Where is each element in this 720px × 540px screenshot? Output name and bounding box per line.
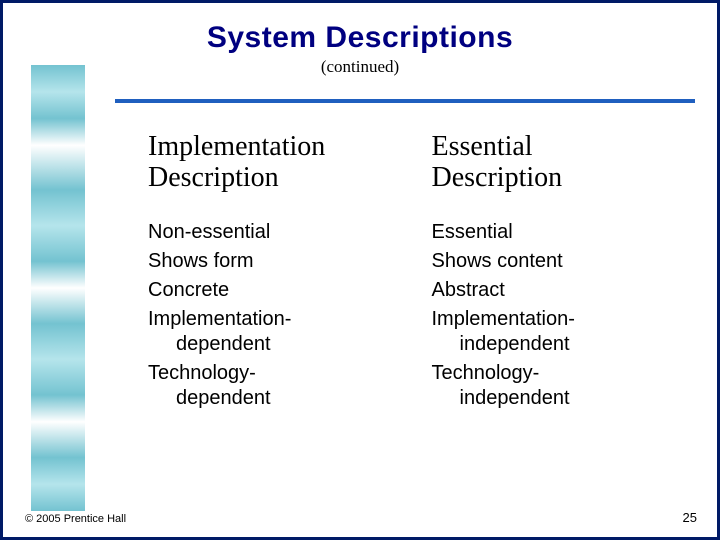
list-item: Shows content (432, 249, 688, 274)
list-item: Non-essential (148, 220, 404, 245)
heading-line: Essential (432, 131, 533, 162)
page-number: 25 (683, 510, 697, 525)
list-item-sub: independent (432, 386, 688, 411)
heading-line: Description (432, 162, 563, 193)
list-item-sub: dependent (148, 332, 404, 357)
list-item: Abstract (432, 278, 688, 303)
left-column: Implementation Description Non-essential… (148, 131, 404, 487)
list-item: Technology- independent (432, 361, 688, 411)
list-item: Essential (432, 220, 688, 245)
list-item-main: Technology- (432, 362, 540, 384)
copyright-text: © 2005 Prentice Hall (25, 513, 126, 525)
list-item-main: Technology- (148, 362, 256, 384)
list-item-sub: independent (432, 332, 688, 357)
heading-line: Implementation (148, 131, 325, 162)
list-item: Implementation- dependent (148, 307, 404, 357)
list-item: Technology- dependent (148, 361, 404, 411)
content-area: Implementation Description Non-essential… (148, 131, 687, 487)
list-item: Implementation- independent (432, 307, 688, 357)
right-column-heading: Essential Description (432, 131, 688, 194)
list-item-main: Implementation- (432, 308, 575, 330)
list-item-sub: dependent (148, 386, 404, 411)
slide-subtitle: (continued) (3, 57, 717, 77)
right-column: Essential Description Essential Shows co… (432, 131, 688, 487)
list-item: Shows form (148, 249, 404, 274)
sidebar-decoration (31, 65, 85, 511)
left-column-heading: Implementation Description (148, 131, 404, 194)
slide-title: System Descriptions (3, 21, 717, 55)
list-item: Concrete (148, 278, 404, 303)
heading-line: Description (148, 162, 279, 193)
title-rule (115, 99, 695, 103)
list-item-main: Implementation- (148, 308, 291, 330)
